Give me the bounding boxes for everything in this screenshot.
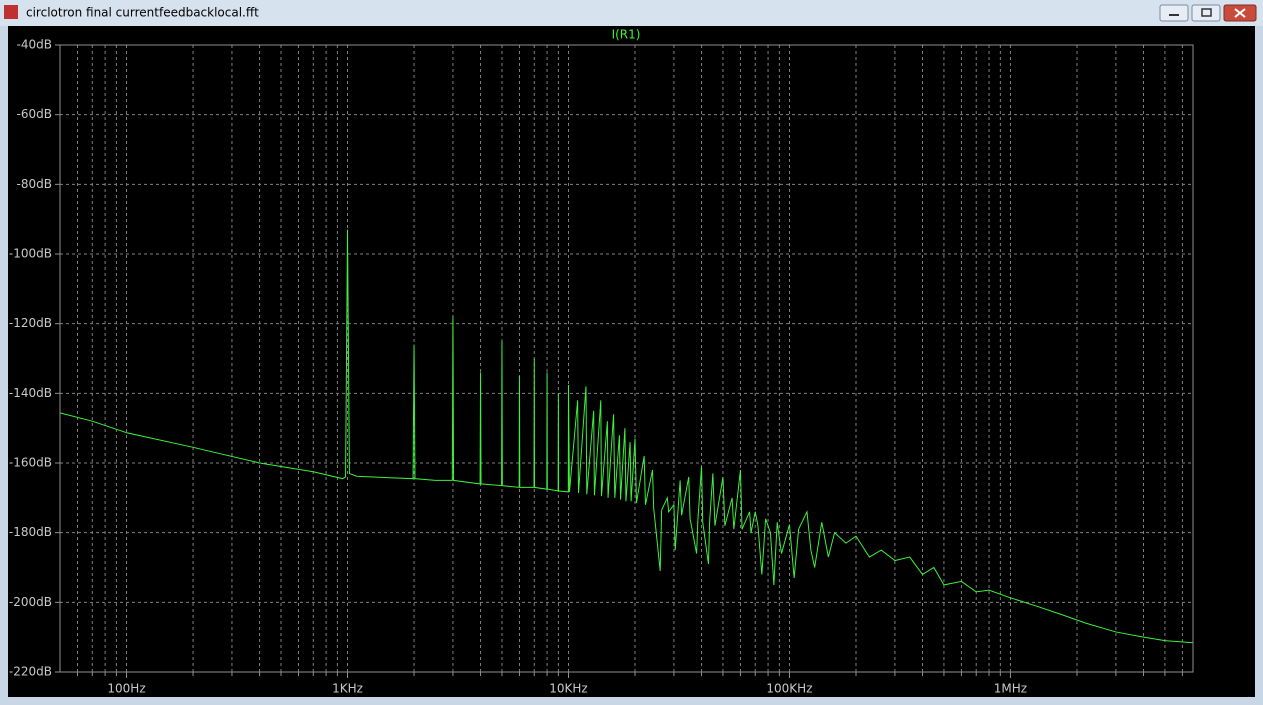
x-tick-label: 1KHz — [332, 682, 363, 696]
plot: -220dB -200dB -180dB -160dB -140dB -120dB -100… — [9, 38, 1194, 696]
window-title: circlotron final currentfeedbacklocal.ff… — [26, 6, 259, 20]
y-tick-label: -180dB — [9, 525, 52, 539]
y-tick-label: -40dB — [17, 38, 52, 52]
y-tick-label: -160dB — [9, 456, 52, 470]
y-tick-label: -120dB — [9, 316, 52, 330]
restore-button[interactable] — [1191, 4, 1221, 22]
plot-pane — [8, 26, 1255, 697]
x-tick-label: 100Hz — [107, 682, 145, 696]
plot-frame — [59, 44, 1194, 673]
title-bar — [0, 0, 1263, 26]
y-tick-label: -140dB — [9, 386, 52, 400]
y-tick-label: -100dB — [9, 247, 52, 261]
x-tick-label: 1MHz — [994, 682, 1027, 696]
spectrum-line — [59, 229, 1194, 644]
x-tick-label: 100KHz — [766, 682, 812, 696]
chart-title: I(R1) — [612, 28, 641, 42]
app-icon — [4, 5, 18, 19]
close-icon — [1234, 8, 1246, 18]
y-tick-label: -200dB — [9, 595, 52, 609]
y-tick-label: -80dB — [17, 177, 52, 191]
y-tick-label: -220dB — [9, 665, 52, 679]
y-tick-label: -60dB — [17, 107, 52, 121]
restore-icon — [1201, 8, 1212, 17]
x-tick-label: 10KHz — [549, 682, 587, 696]
minimize-button[interactable] — [1159, 4, 1189, 22]
